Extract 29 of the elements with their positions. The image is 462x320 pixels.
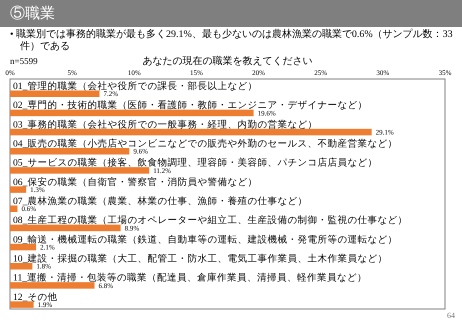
y-tick-label: 03_事務的職業（会社や役所での一般事務・経理、内勤の営業など）: [13, 118, 318, 130]
y-tick-label: 06_保安の職業（自衛官・警察官・消防員や警備など）: [13, 176, 258, 188]
text: あなたの現在の職業を教えてください: [142, 55, 312, 67]
y-tick-label: 05_サービスの職業（接客、飲食物調理、理容師・美容師、パチンコ店店員など）: [13, 156, 378, 169]
chart-subtitle: • 職業別では事務的職業が最も多く29.1%、最も少ないのは農林漁業の職業で0.6%（サンプル数：33件）である: [10, 29, 454, 53]
bar: [10, 263, 32, 270]
bar: [10, 282, 95, 289]
bar: [10, 90, 100, 97]
bar: [10, 128, 372, 136]
chart-title: ⑤職業: [10, 4, 55, 23]
bar: [10, 301, 34, 308]
bar: [10, 167, 150, 174]
y-tick-label: 09_輸送・機械運転の職業（鉄道、自動車等の運転、建設機械・発電所等の運転など）: [13, 233, 398, 246]
bar: [10, 148, 130, 154]
y-tick-label: 10_建設・採掘の職業（大工、配管工・防水工、電気工事作業員、土木作業員など）: [13, 252, 388, 264]
bar: [10, 110, 254, 116]
bar: [10, 244, 36, 250]
y-tick-label: 04_販売の職業（小売店やコンビニなどでの販売や外勤のセールス、不動産営業など）: [13, 138, 398, 150]
y-tick-label: 01_管理的職業（会社や役所での課長・部長以上など）: [13, 80, 258, 92]
y-tick-label: 02_専門的・技術的職業（医師・看護師・教師・エンジニア・デザイナーなど）: [13, 99, 368, 112]
text: 64: [447, 311, 455, 320]
bar: [10, 186, 26, 193]
y-tick-label: 12_その他: [13, 290, 58, 303]
y-tick-label: 08_生産工程の職業（工場のオペレーターや組立工、生産設備の制御・監視の仕事など）: [13, 214, 408, 226]
bar: [10, 224, 121, 232]
y-tick-label: 11_運搬・清掃・包装等の職業（配達員、倉庫作業員、清掃員、軽作業員など）: [13, 272, 368, 284]
text: n=5599: [10, 56, 38, 66]
bar: [10, 206, 18, 212]
y-tick-label: 07_農林漁業の職業（農業、林業の仕事、漁師・養殖の仕事など）: [13, 195, 308, 207]
